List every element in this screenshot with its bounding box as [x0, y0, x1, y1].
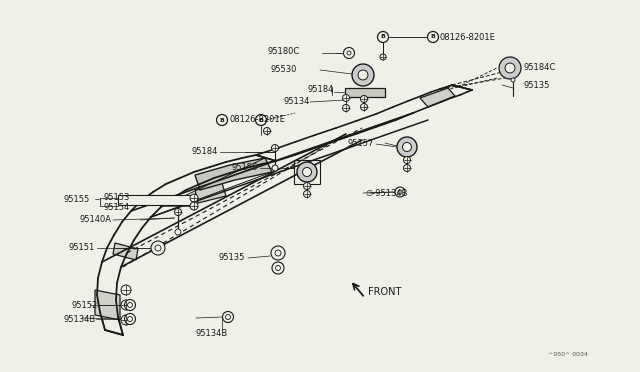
Text: 95156: 95156	[232, 164, 258, 173]
Text: 95157: 95157	[348, 138, 374, 148]
Circle shape	[155, 245, 161, 251]
Text: B: B	[220, 118, 225, 122]
Circle shape	[127, 302, 132, 308]
Circle shape	[272, 165, 278, 171]
Circle shape	[255, 115, 266, 125]
Circle shape	[344, 48, 355, 58]
Text: 08126-8201E: 08126-8201E	[440, 32, 496, 42]
Circle shape	[175, 229, 181, 235]
Circle shape	[121, 285, 131, 295]
Text: B: B	[381, 35, 385, 39]
Polygon shape	[195, 183, 226, 203]
Polygon shape	[95, 290, 120, 320]
Text: 95180C: 95180C	[268, 48, 300, 57]
Circle shape	[358, 70, 368, 80]
Circle shape	[271, 144, 278, 151]
Text: 95154: 95154	[104, 202, 130, 212]
Circle shape	[190, 202, 198, 210]
Text: 95134B: 95134B	[64, 314, 96, 324]
Circle shape	[303, 190, 310, 198]
Circle shape	[511, 78, 515, 82]
Text: 08126-8201E: 08126-8201E	[230, 115, 286, 125]
Text: 95134B: 95134B	[196, 328, 228, 337]
Circle shape	[352, 64, 374, 86]
FancyBboxPatch shape	[345, 88, 385, 97]
Circle shape	[121, 300, 131, 310]
Circle shape	[303, 167, 312, 176]
Circle shape	[342, 94, 349, 102]
Circle shape	[223, 311, 234, 323]
Circle shape	[272, 262, 284, 274]
Circle shape	[347, 51, 351, 55]
Circle shape	[151, 241, 165, 255]
Polygon shape	[113, 243, 138, 260]
Text: 95155: 95155	[63, 195, 89, 203]
Circle shape	[297, 162, 317, 182]
Circle shape	[378, 32, 388, 42]
Circle shape	[403, 164, 410, 171]
Text: B: B	[259, 118, 264, 122]
Circle shape	[499, 57, 521, 79]
Circle shape	[127, 317, 132, 321]
Circle shape	[403, 157, 410, 164]
Circle shape	[360, 96, 367, 103]
Text: 95134: 95134	[284, 97, 310, 106]
Circle shape	[190, 194, 198, 202]
Text: ∅-95134B: ∅-95134B	[365, 189, 408, 198]
Text: 95184C: 95184C	[523, 62, 556, 71]
Polygon shape	[420, 88, 455, 107]
FancyBboxPatch shape	[118, 195, 193, 205]
Circle shape	[175, 208, 182, 215]
Circle shape	[505, 63, 515, 73]
Text: FRONT: FRONT	[368, 287, 401, 297]
Circle shape	[121, 315, 131, 325]
Circle shape	[225, 314, 230, 320]
Text: 95152: 95152	[72, 301, 99, 310]
Circle shape	[271, 246, 285, 260]
Text: 95151: 95151	[68, 244, 95, 253]
Polygon shape	[195, 158, 272, 190]
Circle shape	[275, 266, 280, 270]
Text: 95135: 95135	[523, 80, 549, 90]
Text: 95140A: 95140A	[80, 215, 112, 224]
Text: 95153: 95153	[104, 192, 130, 202]
Circle shape	[428, 32, 438, 42]
Circle shape	[264, 128, 271, 135]
Circle shape	[275, 250, 281, 256]
Text: ^950^ 0034: ^950^ 0034	[548, 353, 588, 357]
Text: B: B	[431, 35, 435, 39]
Circle shape	[125, 299, 136, 311]
Circle shape	[398, 190, 402, 194]
Circle shape	[380, 54, 386, 60]
Text: 95184: 95184	[191, 148, 218, 157]
Circle shape	[216, 115, 227, 125]
Text: 95135: 95135	[219, 253, 245, 263]
Circle shape	[360, 103, 367, 110]
Circle shape	[342, 105, 349, 112]
Circle shape	[397, 137, 417, 157]
Circle shape	[403, 142, 412, 151]
Text: 95530: 95530	[271, 65, 297, 74]
Circle shape	[395, 187, 405, 197]
Circle shape	[303, 183, 310, 189]
Circle shape	[125, 314, 136, 324]
Text: 95184: 95184	[308, 86, 334, 94]
